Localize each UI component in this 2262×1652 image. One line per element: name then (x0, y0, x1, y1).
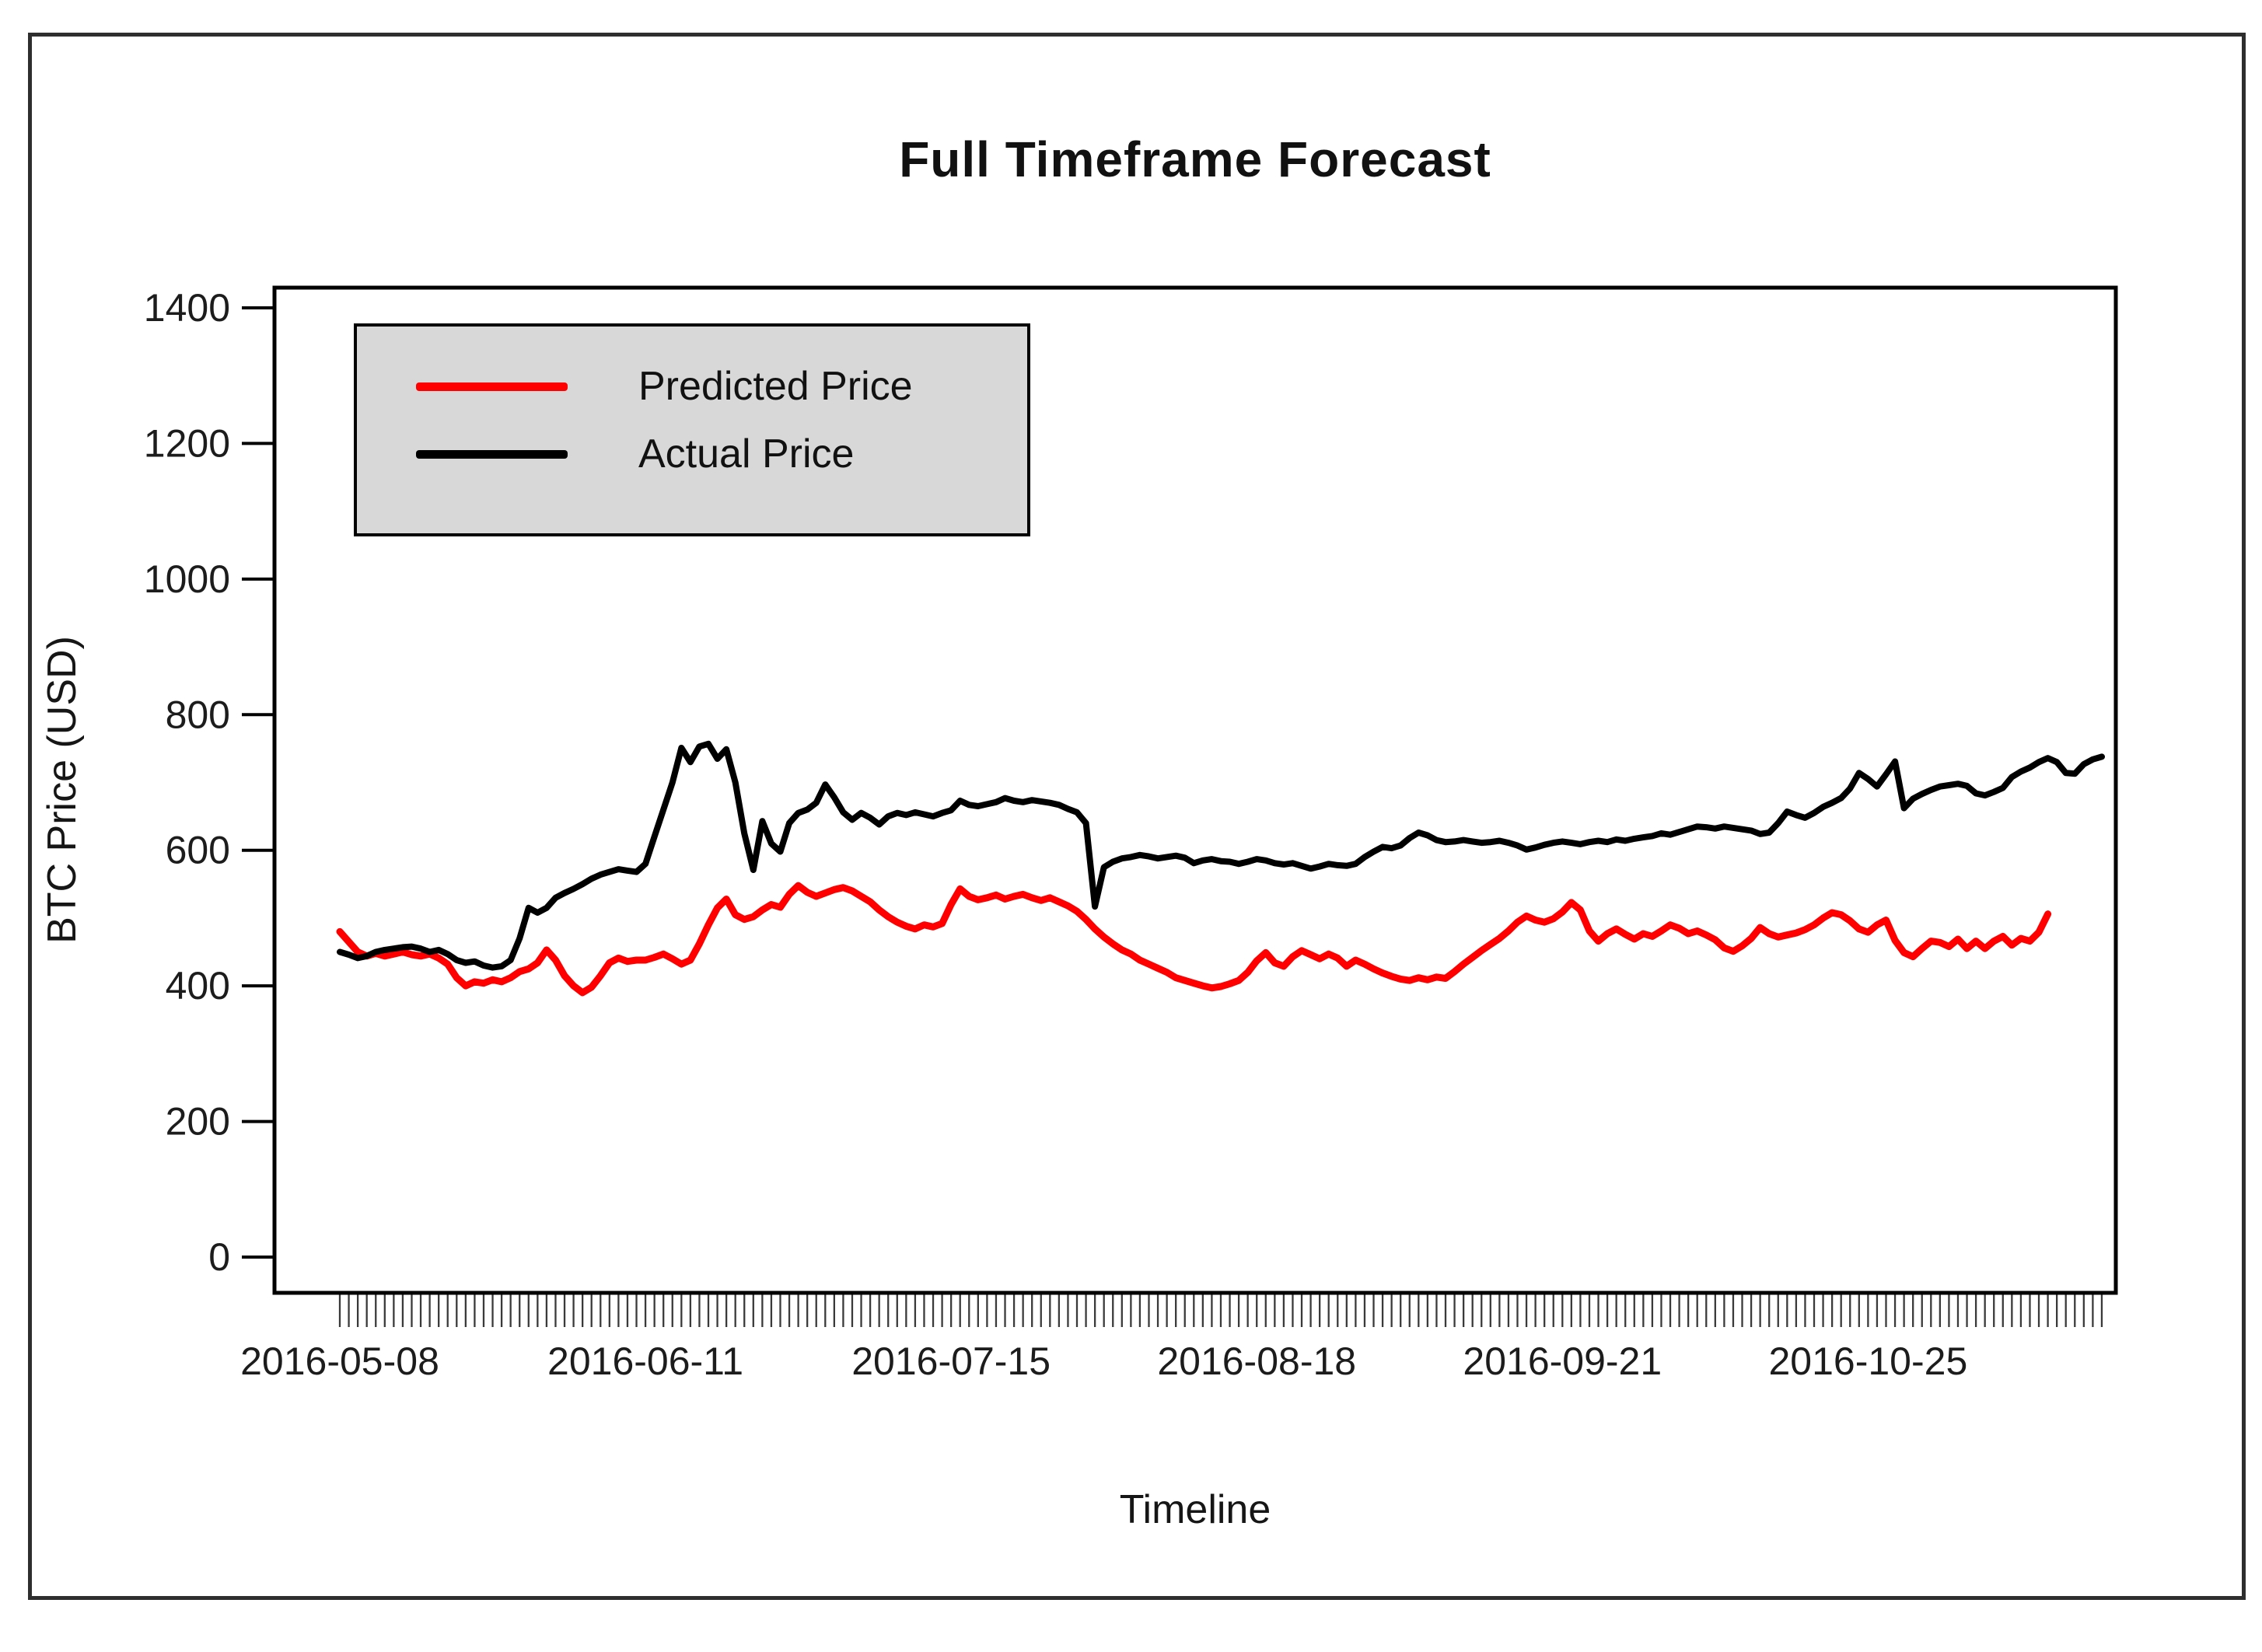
series-line-predicted-price (336, 882, 2052, 997)
x-axis-tick-label: 2016-05-08 (240, 1339, 439, 1383)
x-axis-tick-label: 2016-10-25 (1768, 1339, 1967, 1383)
legend-label-actual-price: Actual Price (638, 431, 855, 477)
legend-swatch-predicted-price (416, 382, 568, 391)
legend-swatch-actual-price (416, 449, 568, 459)
y-axis-tick-label: 600 (166, 829, 230, 872)
y-axis-tick-label: 400 (166, 964, 230, 1008)
x-axis-tick-label: 2016-08-18 (1157, 1339, 1356, 1383)
y-axis-tick-label: 1200 (144, 421, 230, 465)
y-axis-tick-label: 1000 (144, 557, 230, 601)
y-axis-tick-label: 200 (166, 1100, 230, 1144)
x-axis-tick-label: 2016-06-11 (547, 1339, 743, 1383)
y-axis-tick-label: 0 (208, 1235, 230, 1279)
series-line-actual-price (337, 740, 2105, 971)
plot-border (272, 285, 2118, 1295)
legend: Predicted Price Actual Price (354, 323, 1030, 536)
legend-label-predicted-price: Predicted Price (638, 364, 913, 409)
chart-title: Full Timeframe Forecast (899, 131, 1491, 187)
y-axis-tick-label: 1400 (144, 286, 230, 330)
figure-border (28, 33, 2246, 1600)
legend-item-predicted-price: Predicted Price (357, 358, 1027, 414)
y-axis-tick-label: 800 (166, 693, 230, 736)
x-axis-tick-label: 2016-09-21 (1463, 1339, 1662, 1383)
x-axis-title: Timeline (1119, 1487, 1271, 1532)
legend-item-actual-price: Actual Price (357, 426, 1027, 482)
x-axis-tick-label: 2016-07-15 (851, 1339, 1051, 1383)
